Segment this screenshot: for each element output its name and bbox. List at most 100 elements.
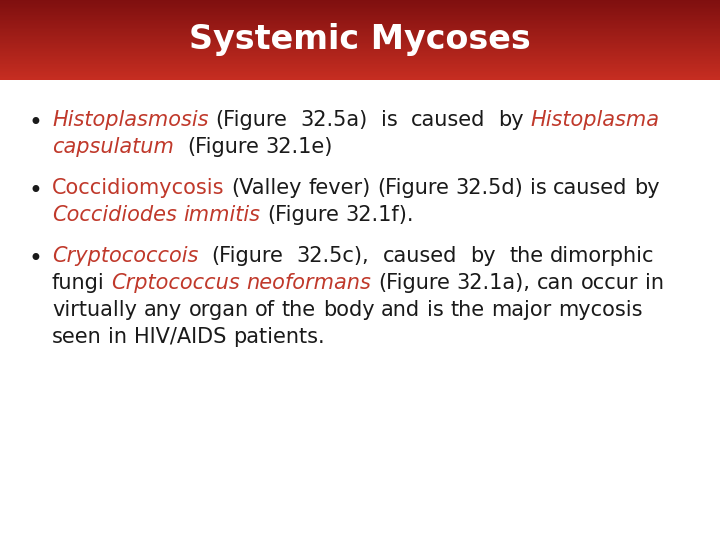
Text: occur: occur	[581, 273, 639, 293]
Text: fungi: fungi	[52, 273, 104, 293]
Polygon shape	[0, 15, 720, 16]
Polygon shape	[0, 8, 720, 9]
Text: Histoplasmosis: Histoplasmosis	[52, 110, 209, 130]
Polygon shape	[0, 26, 720, 28]
Polygon shape	[0, 46, 720, 48]
Text: in: in	[109, 327, 127, 347]
Polygon shape	[0, 44, 720, 45]
Text: organ: organ	[189, 300, 248, 320]
Text: is: is	[427, 300, 444, 320]
Polygon shape	[0, 11, 720, 12]
Polygon shape	[0, 42, 720, 43]
Polygon shape	[0, 37, 720, 39]
Polygon shape	[0, 52, 720, 53]
Text: caused: caused	[410, 110, 485, 130]
Polygon shape	[0, 59, 720, 60]
Polygon shape	[0, 12, 720, 14]
Text: (Valley: (Valley	[231, 178, 302, 198]
Polygon shape	[0, 72, 720, 73]
Text: (Figure: (Figure	[378, 273, 450, 293]
Polygon shape	[0, 51, 720, 52]
Text: major: major	[491, 300, 551, 320]
Text: by: by	[634, 178, 660, 198]
Polygon shape	[0, 39, 720, 40]
Polygon shape	[0, 29, 720, 31]
Polygon shape	[0, 35, 720, 36]
Text: dimorphic: dimorphic	[550, 246, 654, 266]
Polygon shape	[0, 36, 720, 37]
Polygon shape	[0, 64, 720, 65]
Text: seen: seen	[52, 327, 102, 347]
Polygon shape	[0, 0, 720, 1]
Text: by: by	[498, 110, 524, 130]
Text: is: is	[381, 110, 397, 130]
Polygon shape	[0, 5, 720, 6]
Text: Systemic Mycoses: Systemic Mycoses	[189, 24, 531, 57]
Polygon shape	[0, 63, 720, 64]
Text: •: •	[28, 111, 42, 136]
Text: virtually: virtually	[52, 300, 137, 320]
Polygon shape	[0, 71, 720, 72]
Polygon shape	[0, 6, 720, 8]
Text: and: and	[381, 300, 420, 320]
Text: 32.1f).: 32.1f).	[346, 205, 414, 225]
Text: (Figure: (Figure	[187, 137, 259, 157]
Text: 32.1e): 32.1e)	[266, 137, 333, 157]
Text: the: the	[509, 246, 544, 266]
Text: HIV/AIDS: HIV/AIDS	[134, 327, 226, 347]
Polygon shape	[0, 48, 720, 49]
Text: body: body	[323, 300, 374, 320]
Text: neoformans: neoformans	[247, 273, 372, 293]
Polygon shape	[0, 25, 720, 26]
Text: •: •	[28, 179, 42, 204]
Polygon shape	[0, 66, 720, 68]
Text: caused: caused	[554, 178, 628, 198]
Polygon shape	[0, 60, 720, 62]
Text: •: •	[28, 247, 42, 271]
Polygon shape	[0, 68, 720, 69]
Polygon shape	[0, 45, 720, 46]
Polygon shape	[0, 62, 720, 63]
Text: (Figure: (Figure	[212, 246, 284, 266]
Text: is: is	[530, 178, 546, 198]
Text: fever): fever)	[308, 178, 371, 198]
Polygon shape	[0, 69, 720, 71]
Text: can: can	[537, 273, 575, 293]
Polygon shape	[0, 17, 720, 19]
Polygon shape	[0, 53, 720, 55]
Polygon shape	[0, 9, 720, 11]
Polygon shape	[0, 75, 720, 76]
Polygon shape	[0, 77, 720, 79]
Text: the: the	[282, 300, 316, 320]
Polygon shape	[0, 56, 720, 57]
Text: caused: caused	[382, 246, 457, 266]
Text: immitis: immitis	[184, 205, 261, 225]
Polygon shape	[0, 1, 720, 3]
Polygon shape	[0, 76, 720, 77]
Polygon shape	[0, 3, 720, 4]
Text: 32.5d): 32.5d)	[456, 178, 523, 198]
Polygon shape	[0, 23, 720, 24]
Polygon shape	[0, 33, 720, 35]
Text: Coccidiodes: Coccidiodes	[52, 205, 177, 225]
Text: Histoplasma: Histoplasma	[531, 110, 660, 130]
Polygon shape	[0, 65, 720, 66]
Polygon shape	[0, 43, 720, 44]
Text: any: any	[143, 300, 182, 320]
Text: capsulatum: capsulatum	[52, 137, 174, 157]
Text: mycosis: mycosis	[558, 300, 642, 320]
Polygon shape	[0, 32, 720, 33]
Text: 32.1a),: 32.1a),	[456, 273, 531, 293]
Polygon shape	[0, 49, 720, 51]
Text: (Figure: (Figure	[267, 205, 339, 225]
Polygon shape	[0, 31, 720, 32]
Polygon shape	[0, 22, 720, 23]
Text: the: the	[450, 300, 485, 320]
Polygon shape	[0, 16, 720, 17]
Polygon shape	[0, 20, 720, 22]
Text: Cryptococcois: Cryptococcois	[52, 246, 199, 266]
Text: patients.: patients.	[233, 327, 325, 347]
Polygon shape	[0, 4, 720, 5]
Text: (Figure: (Figure	[377, 178, 449, 198]
Polygon shape	[0, 55, 720, 56]
